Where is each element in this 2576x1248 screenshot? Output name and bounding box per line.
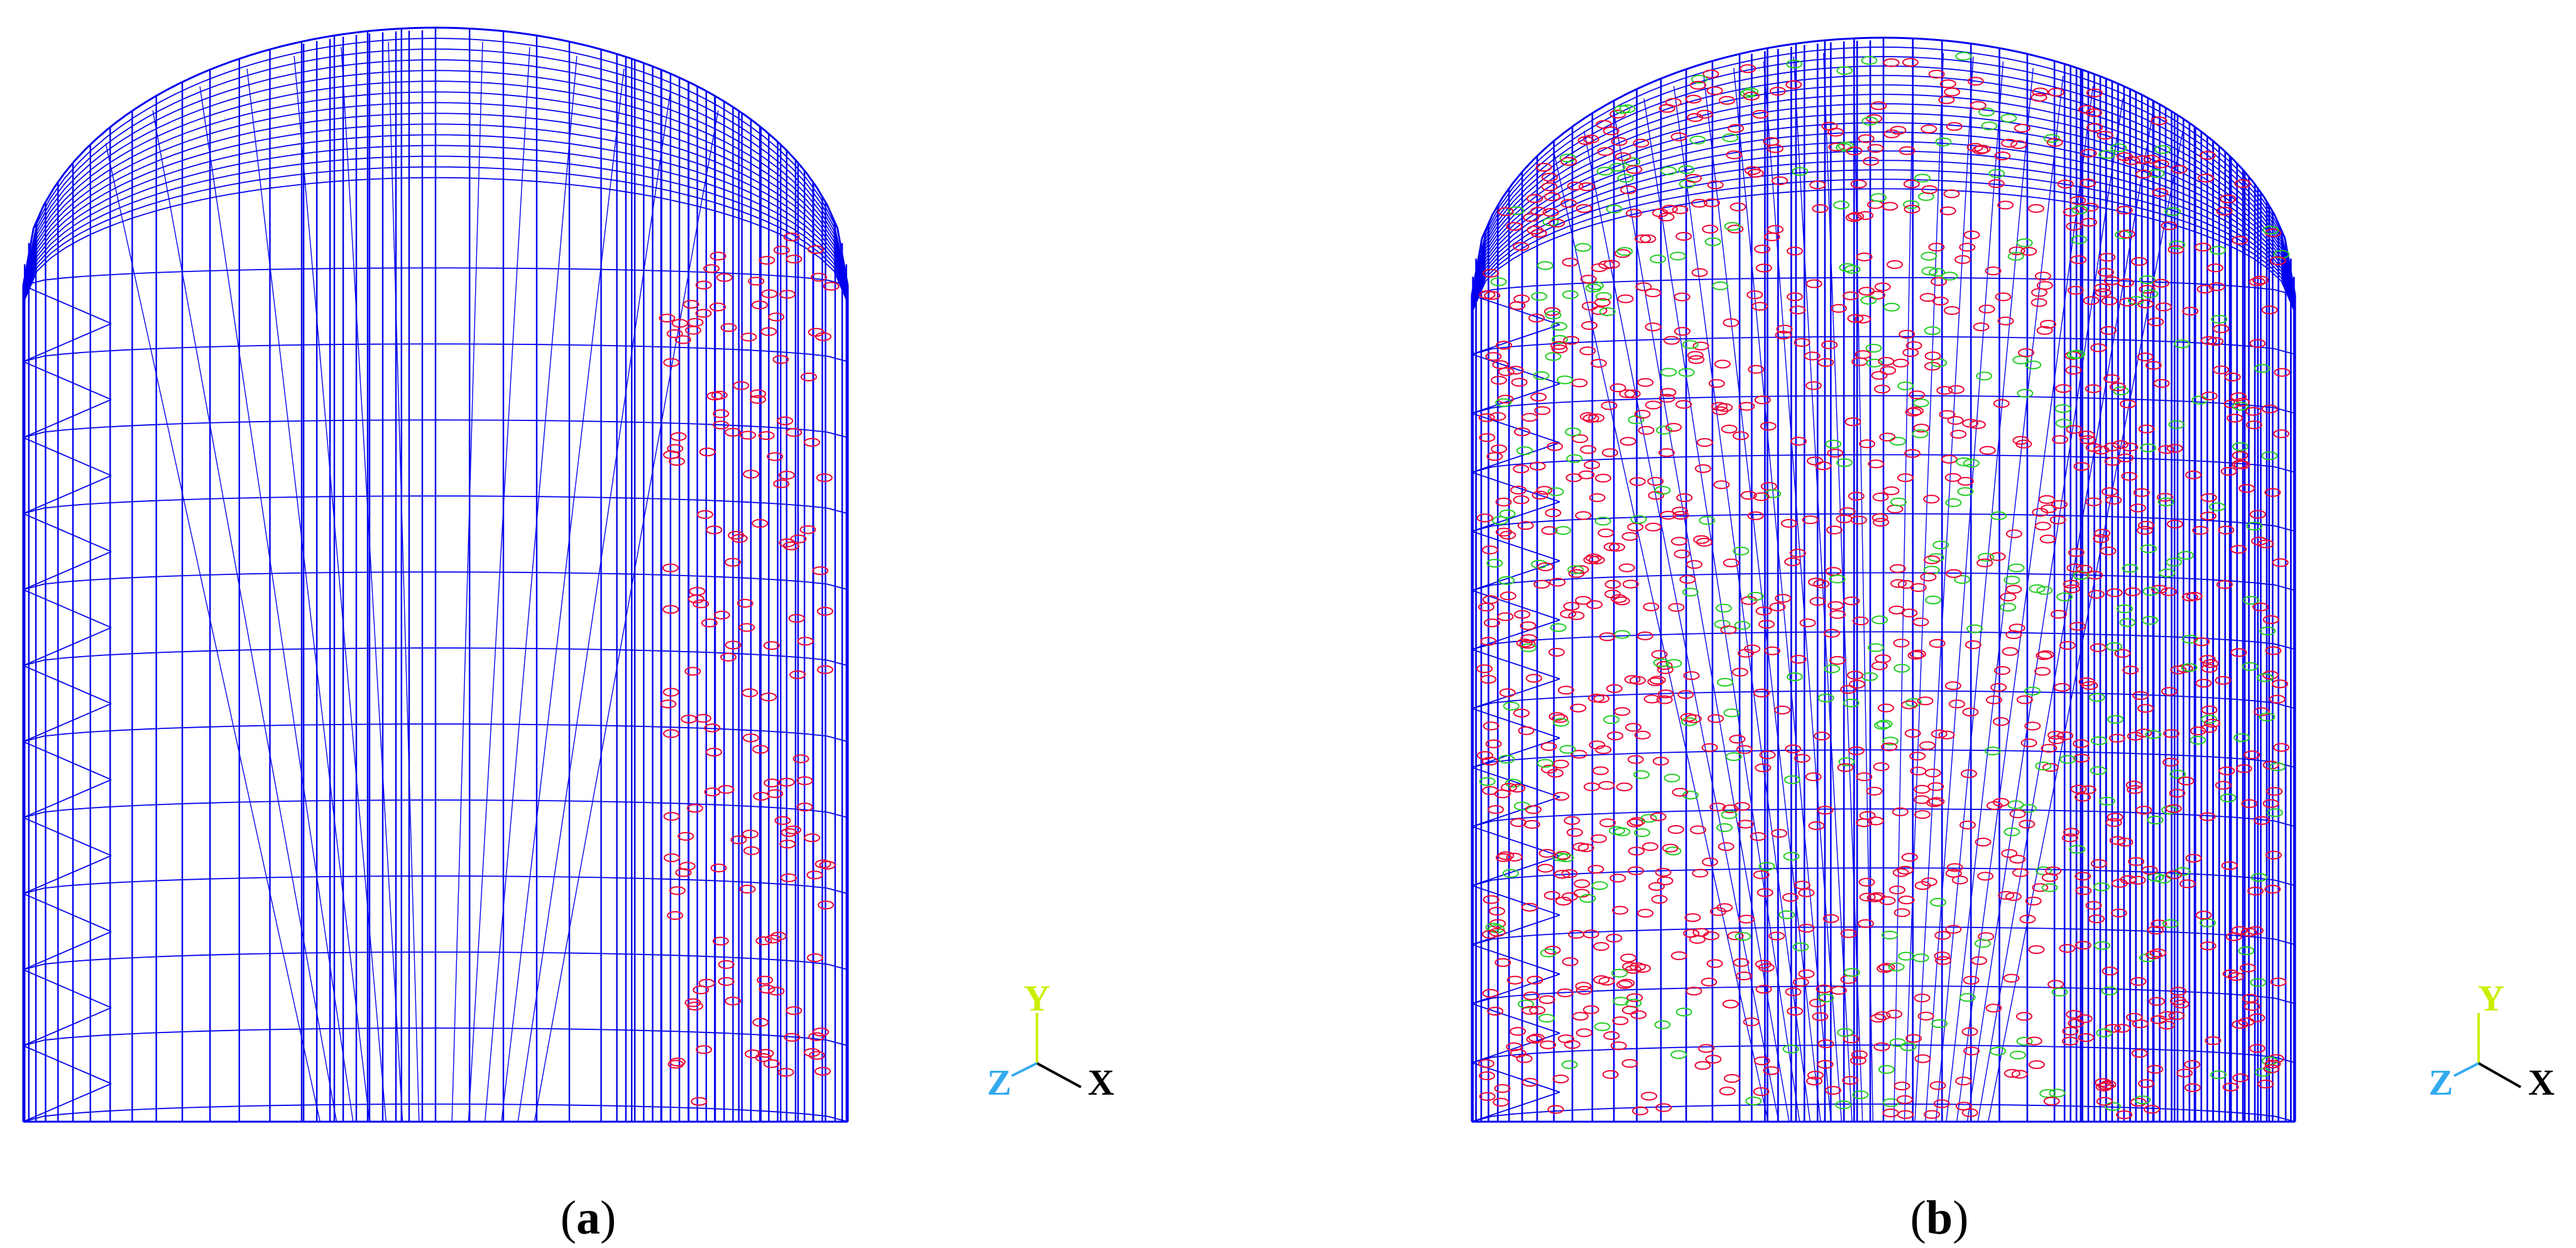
x-axis-label: X (2528, 1062, 2555, 1103)
z-axis-label: Z (2429, 1062, 2453, 1103)
coordinate-triad-b: Y X Z (2429, 978, 2555, 1103)
node-markers (659, 233, 840, 1106)
panel-a: Y X Z (a) (22, 26, 1114, 1244)
z-axis-line (1011, 1062, 1038, 1077)
panel-b: Y X Z (b) (1288, 0, 2576, 1248)
mesh-lines (22, 26, 849, 1123)
caption-b: (b) (1910, 1191, 1969, 1244)
x-axis-line (2478, 1062, 2521, 1088)
mesh-wireframe-a (22, 26, 849, 1123)
y-axis-label: Y (1024, 978, 1050, 1019)
z-axis-label: Z (987, 1062, 1012, 1103)
node-markers (1476, 52, 2291, 1119)
y-axis-label: Y (2478, 978, 2504, 1019)
x-axis-line (1036, 1062, 1082, 1088)
z-axis-line (2453, 1062, 2479, 1077)
coordinate-triad-a: Y X Z (987, 978, 1114, 1103)
x-axis-label: X (1088, 1062, 1114, 1103)
mesh-wireframe-b (1471, 36, 2296, 1123)
caption-a: (a) (560, 1191, 617, 1244)
